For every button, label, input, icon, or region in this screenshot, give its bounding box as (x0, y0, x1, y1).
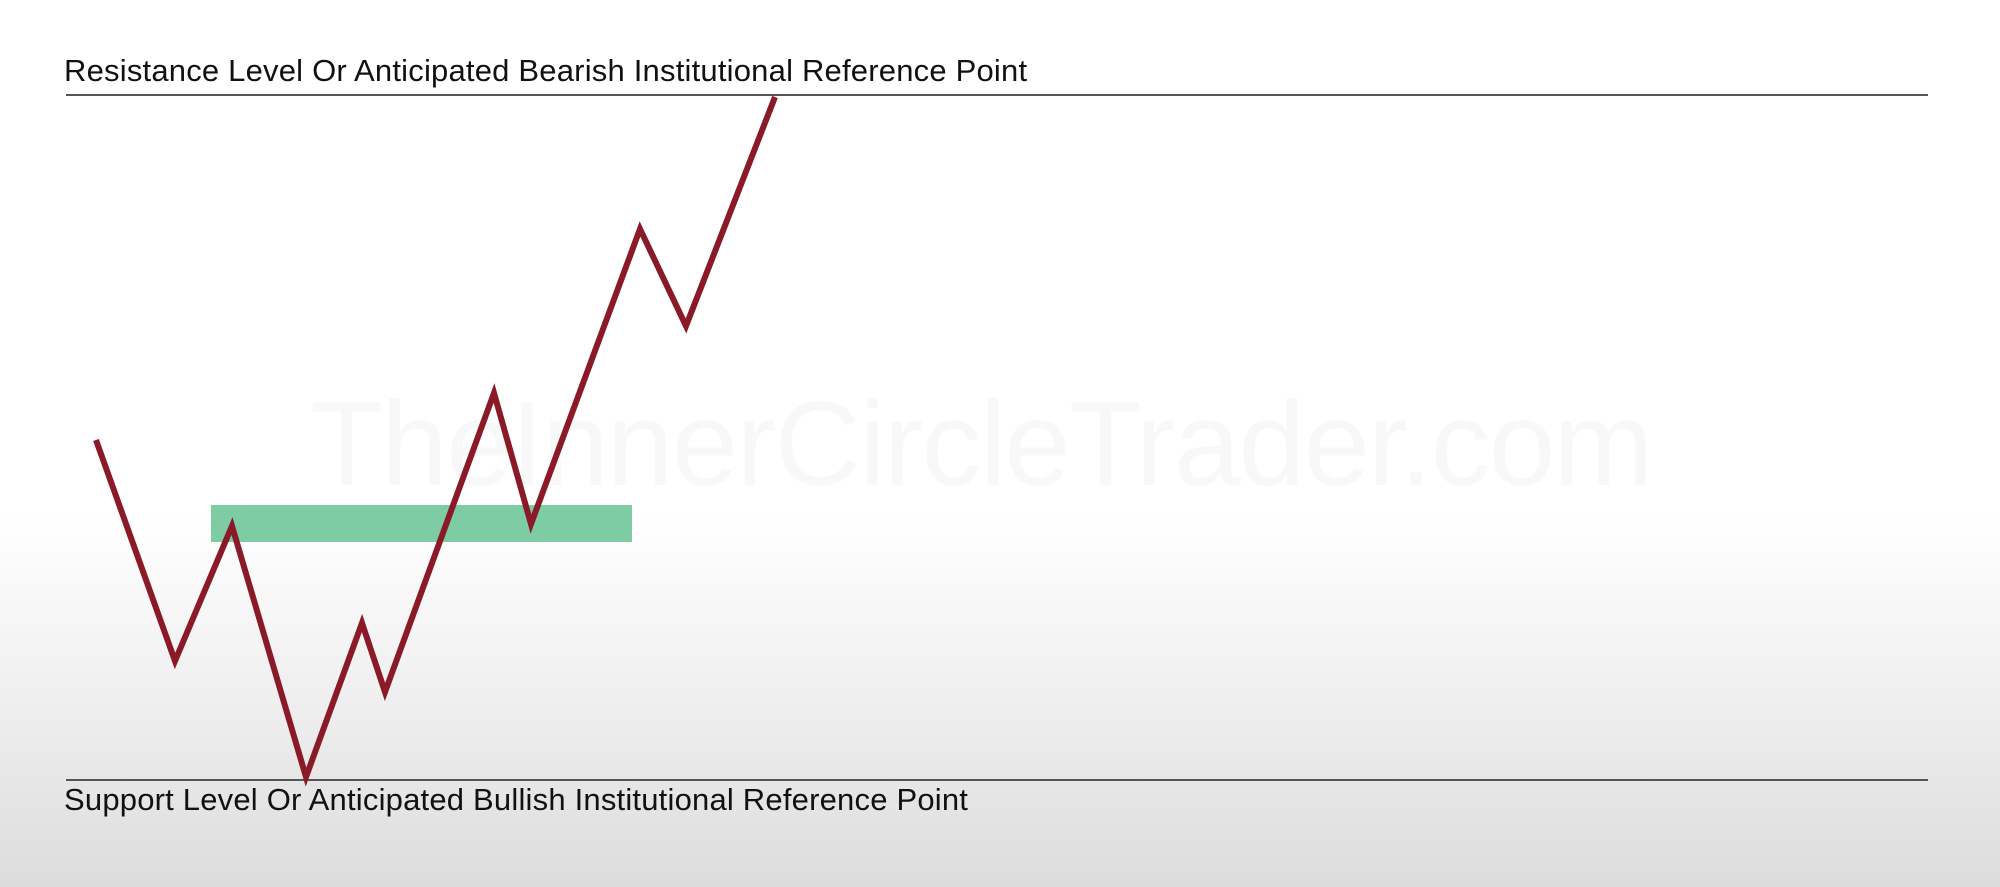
highlight-zone (211, 505, 632, 542)
resistance-label: Resistance Level Or Anticipated Bearish … (64, 53, 1028, 88)
support-label: Support Level Or Anticipated Bullish Ins… (64, 782, 969, 817)
price-path (93, 95, 778, 787)
